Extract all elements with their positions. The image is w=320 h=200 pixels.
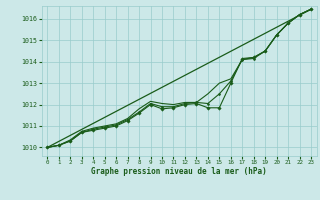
X-axis label: Graphe pression niveau de la mer (hPa): Graphe pression niveau de la mer (hPa) xyxy=(91,167,267,176)
